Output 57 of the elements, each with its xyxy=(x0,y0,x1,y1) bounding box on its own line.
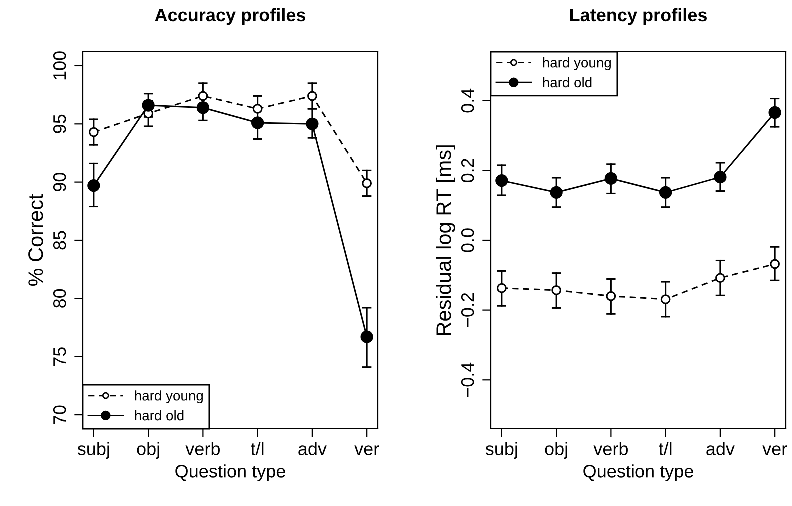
point xyxy=(306,118,319,130)
point xyxy=(196,102,210,114)
x-tick-label: obj xyxy=(137,442,160,460)
y-tick-label: 85 xyxy=(53,231,66,250)
point xyxy=(604,172,618,186)
y-tick-label: 70 xyxy=(53,406,66,424)
y-tick-label: −0.2 xyxy=(461,293,474,328)
point xyxy=(659,186,672,199)
x-tick-label: adv xyxy=(706,442,735,456)
point xyxy=(251,116,264,130)
x-axis-title: Question type xyxy=(176,464,286,482)
x-tick-label: verb xyxy=(594,442,628,456)
point xyxy=(360,330,374,344)
point xyxy=(252,104,263,114)
point xyxy=(142,99,155,112)
x-tick-label: ver xyxy=(354,446,380,456)
point xyxy=(550,186,563,199)
x-axis-title: Question type xyxy=(584,464,694,482)
point xyxy=(198,91,208,102)
chart-title: Latency profiles xyxy=(570,8,707,26)
x-tick-label: t/l xyxy=(251,442,264,456)
point xyxy=(716,273,726,284)
x-tick-label: obj xyxy=(545,442,568,460)
y-tick-label: 0.0 xyxy=(461,228,474,252)
y-axis-title: Residual log RT [ms] xyxy=(436,146,456,336)
x-tick-label: adv xyxy=(298,442,327,456)
point xyxy=(770,259,780,270)
x-tick-label: t/l xyxy=(659,442,672,456)
y-tick-label: 90 xyxy=(53,172,66,192)
legend-label: hard old xyxy=(135,410,184,421)
y-tick-label: 0.4 xyxy=(461,88,474,113)
point xyxy=(606,291,616,302)
point xyxy=(308,91,318,102)
y-tick-label: 80 xyxy=(53,289,66,308)
point xyxy=(660,294,671,304)
legend-label: hard young xyxy=(135,390,203,404)
y-tick-label: −0.4 xyxy=(461,362,474,398)
y-tick-label: 0.2 xyxy=(461,159,474,183)
point xyxy=(496,174,508,188)
point xyxy=(362,178,372,188)
y-tick-label: 100 xyxy=(53,52,66,80)
point xyxy=(88,127,99,138)
x-tick-label: verb xyxy=(186,442,220,456)
chart-title: Accuracy profiles xyxy=(155,8,306,26)
point xyxy=(496,283,507,294)
point xyxy=(714,170,727,184)
point xyxy=(552,285,562,296)
x-tick-label: ver xyxy=(762,446,788,456)
x-tick-label: subj xyxy=(78,442,110,460)
x-tick-label: subj xyxy=(486,442,518,460)
y-axis-title: % Correct xyxy=(28,194,44,286)
legend-label: hard young xyxy=(543,58,611,71)
point xyxy=(88,179,100,192)
y-tick-label: 75 xyxy=(54,348,66,366)
y-tick-label: 95 xyxy=(53,114,66,134)
legend-label: hard old xyxy=(543,77,592,88)
point xyxy=(768,106,782,120)
